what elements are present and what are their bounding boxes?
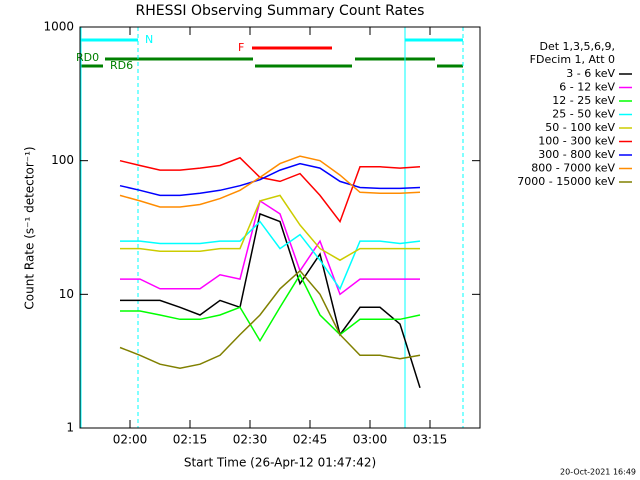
y-axis-label: Count Rate (s⁻¹ detector⁻¹): [23, 146, 37, 309]
legend-header: Det 1,3,5,6,9,: [539, 40, 615, 53]
series-line: [119, 162, 421, 197]
series-line: [120, 212, 421, 389]
series-line: [120, 199, 420, 296]
y-tick-label: 1: [66, 421, 74, 435]
series-line: [120, 220, 421, 291]
legend-label: 12 - 25 keV: [552, 94, 615, 107]
annotation: N: [145, 33, 153, 46]
x-tick-label: 02:30: [233, 433, 268, 447]
annotation-bars: [80, 38, 463, 68]
x-tick-label: 03:00: [353, 433, 388, 447]
legend-header: FDecim 1, Att 0: [530, 53, 615, 66]
plot-frame: [79, 26, 481, 429]
annotation: RD0: [76, 51, 99, 64]
legend-label: 100 - 300 keV: [538, 135, 615, 148]
saa-lines: [80, 27, 464, 428]
annotation: RD6: [110, 59, 133, 72]
y-tick-label: 10: [59, 287, 74, 301]
legend-label: 800 - 7000 keV: [531, 162, 615, 175]
x-tick-label: 03:15: [413, 433, 448, 447]
x-tick-label: 02:45: [293, 433, 328, 447]
y-tick-label: 100: [51, 153, 74, 167]
annotation: F: [238, 41, 244, 54]
series-line: [119, 156, 421, 224]
series-line: [119, 155, 421, 208]
series-line: [120, 194, 420, 262]
legend-label: 300 - 800 keV: [538, 148, 615, 161]
legend-label: 6 - 12 keV: [559, 81, 615, 94]
legend-label: 25 - 50 keV: [552, 108, 615, 121]
series-line: [120, 273, 421, 343]
legend-label: 7000 - 15000 keV: [517, 175, 615, 188]
footer: 20-Oct-2021 16:49: [560, 468, 636, 477]
y-tick-label: 1000: [43, 20, 74, 34]
legend-label: 50 - 100 keV: [545, 121, 615, 134]
x-axis-label: Start Time (26-Apr-12 01:47:42): [184, 456, 376, 470]
x-tick-label: 02:00: [113, 433, 148, 447]
series-line: [119, 269, 421, 369]
chart-title: RHESSI Observing Summary Count Rates: [136, 3, 425, 19]
x-tick-label: 02:15: [173, 433, 208, 447]
legend-label: 3 - 6 keV: [566, 67, 615, 80]
